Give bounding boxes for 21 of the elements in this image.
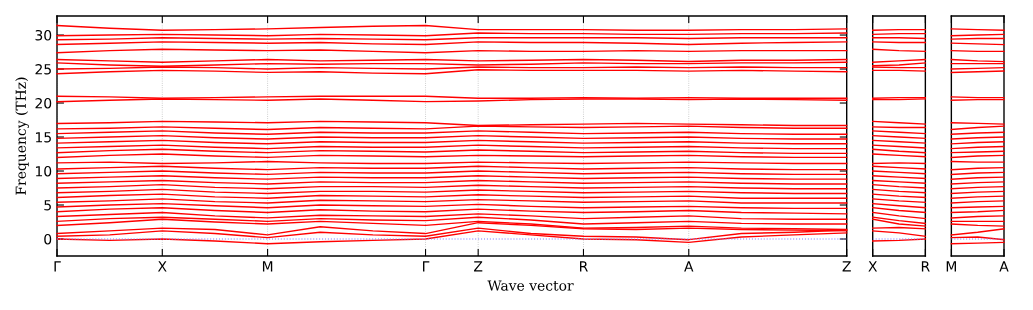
x-tick-label: R bbox=[921, 261, 930, 272]
y-tick-label: 0 bbox=[44, 233, 52, 245]
y-tick-label: 15 bbox=[35, 132, 51, 143]
x-tick-label: X bbox=[157, 261, 167, 272]
x-tick-label: X bbox=[868, 261, 878, 272]
x-tick-label: M bbox=[262, 261, 273, 272]
x-tick-label: M bbox=[946, 261, 956, 272]
y-axis-title: Frequency (THz) bbox=[15, 77, 29, 195]
y-tick-label: 25 bbox=[35, 64, 51, 75]
y-tick-label: 30 bbox=[35, 30, 52, 41]
x-tick-label: R bbox=[580, 261, 588, 272]
y-tick-label: 5 bbox=[44, 200, 51, 211]
x-tick-label: A bbox=[684, 261, 694, 272]
x-axis-title: Wave vector bbox=[487, 280, 574, 291]
x-tick-label: Z bbox=[474, 261, 483, 272]
x-tick-label: Z bbox=[842, 261, 851, 272]
y-tick-label: 20 bbox=[35, 97, 52, 109]
x-tick-label: Γ bbox=[423, 261, 430, 272]
x-tick-label: Γ bbox=[54, 261, 61, 272]
x-tick-label: A bbox=[999, 261, 1009, 272]
y-tick-label: 10 bbox=[35, 165, 52, 177]
